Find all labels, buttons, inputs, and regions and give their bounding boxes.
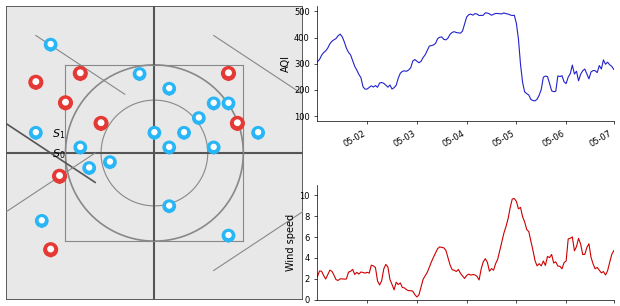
Circle shape bbox=[182, 130, 187, 135]
Circle shape bbox=[234, 120, 240, 125]
Circle shape bbox=[167, 86, 172, 91]
Circle shape bbox=[87, 165, 92, 170]
Circle shape bbox=[53, 170, 66, 183]
Circle shape bbox=[178, 127, 190, 139]
Polygon shape bbox=[76, 75, 84, 81]
Polygon shape bbox=[166, 148, 172, 154]
Polygon shape bbox=[255, 134, 262, 140]
Circle shape bbox=[137, 71, 142, 76]
Y-axis label: AQI: AQI bbox=[281, 55, 291, 72]
Polygon shape bbox=[86, 169, 92, 175]
Polygon shape bbox=[47, 46, 54, 51]
Circle shape bbox=[252, 127, 264, 139]
Circle shape bbox=[167, 144, 172, 149]
Circle shape bbox=[44, 243, 58, 256]
Text: (b) AQI of air quality station $\mathit{S}_0$: (b) AQI of air quality station $\mathit{… bbox=[386, 190, 546, 204]
FancyBboxPatch shape bbox=[51, 44, 86, 80]
Circle shape bbox=[63, 99, 68, 105]
Circle shape bbox=[104, 156, 116, 168]
Polygon shape bbox=[62, 104, 69, 110]
Circle shape bbox=[211, 100, 216, 105]
Polygon shape bbox=[56, 177, 63, 184]
Circle shape bbox=[30, 127, 42, 139]
Circle shape bbox=[83, 162, 95, 174]
Circle shape bbox=[152, 130, 157, 135]
Circle shape bbox=[223, 230, 235, 242]
Circle shape bbox=[163, 200, 175, 212]
Circle shape bbox=[223, 97, 235, 110]
Circle shape bbox=[45, 39, 57, 51]
Polygon shape bbox=[180, 134, 187, 140]
FancyBboxPatch shape bbox=[6, 6, 303, 300]
Circle shape bbox=[39, 218, 44, 223]
Circle shape bbox=[74, 141, 87, 154]
Circle shape bbox=[99, 120, 104, 125]
Circle shape bbox=[29, 75, 43, 89]
Circle shape bbox=[221, 67, 236, 80]
Polygon shape bbox=[166, 207, 172, 213]
Y-axis label: Wind speed: Wind speed bbox=[286, 214, 296, 271]
Circle shape bbox=[35, 215, 48, 227]
Polygon shape bbox=[195, 119, 202, 125]
Circle shape bbox=[197, 115, 202, 120]
Polygon shape bbox=[225, 104, 232, 110]
Circle shape bbox=[48, 42, 53, 47]
Polygon shape bbox=[32, 134, 39, 140]
Circle shape bbox=[208, 141, 220, 154]
Circle shape bbox=[33, 130, 38, 135]
Circle shape bbox=[148, 127, 161, 139]
Polygon shape bbox=[210, 148, 217, 154]
Circle shape bbox=[167, 203, 172, 208]
Circle shape bbox=[163, 83, 175, 95]
Circle shape bbox=[57, 173, 62, 178]
Circle shape bbox=[33, 79, 38, 84]
Circle shape bbox=[226, 100, 231, 105]
Circle shape bbox=[73, 67, 87, 80]
Circle shape bbox=[255, 130, 260, 135]
Circle shape bbox=[208, 97, 220, 110]
Polygon shape bbox=[225, 75, 232, 81]
Circle shape bbox=[231, 117, 244, 130]
Circle shape bbox=[59, 96, 73, 110]
Polygon shape bbox=[38, 222, 45, 228]
Circle shape bbox=[211, 144, 216, 149]
Text: $\mathit{S}_0$: $\mathit{S}_0$ bbox=[52, 147, 66, 161]
Polygon shape bbox=[210, 104, 217, 110]
Circle shape bbox=[226, 70, 231, 76]
Circle shape bbox=[78, 144, 83, 149]
Circle shape bbox=[78, 70, 83, 76]
Circle shape bbox=[94, 117, 108, 130]
Text: $\mathit{S}_1$: $\mathit{S}_1$ bbox=[52, 127, 66, 141]
Circle shape bbox=[193, 112, 205, 124]
Polygon shape bbox=[136, 75, 143, 81]
Circle shape bbox=[226, 233, 231, 237]
Polygon shape bbox=[97, 125, 105, 131]
Polygon shape bbox=[151, 134, 157, 140]
Polygon shape bbox=[166, 90, 172, 95]
Circle shape bbox=[107, 159, 112, 164]
Polygon shape bbox=[32, 84, 40, 90]
FancyBboxPatch shape bbox=[140, 138, 169, 168]
Polygon shape bbox=[47, 251, 55, 257]
Circle shape bbox=[133, 68, 146, 80]
Polygon shape bbox=[225, 237, 232, 242]
Polygon shape bbox=[77, 148, 84, 154]
Circle shape bbox=[163, 141, 175, 154]
Polygon shape bbox=[107, 163, 113, 169]
Polygon shape bbox=[234, 125, 241, 131]
Circle shape bbox=[48, 246, 53, 252]
